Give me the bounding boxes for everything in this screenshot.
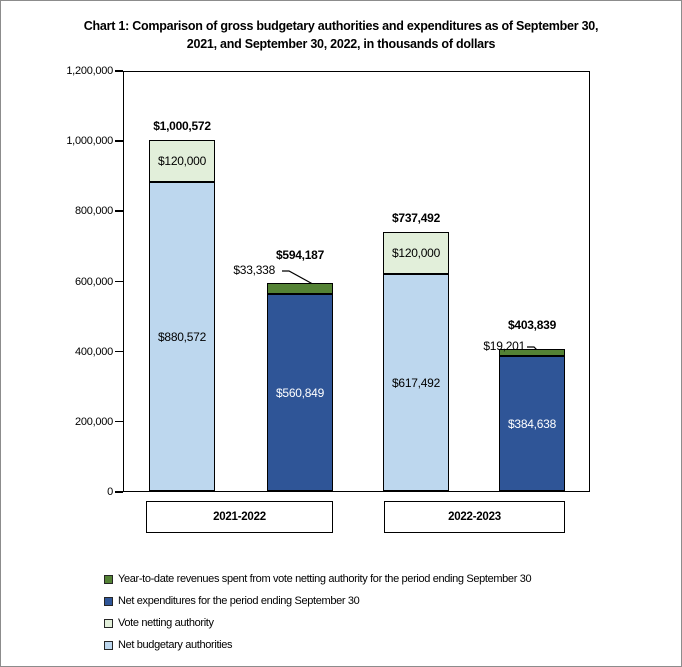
bar-segment-ytd_revenues — [499, 349, 565, 357]
bar-total-label: $403,839 — [507, 318, 557, 333]
bar-segment-net_budgetary_authorities — [149, 182, 215, 491]
legend-item: Vote netting authority — [104, 612, 674, 634]
bar-total-label: $1,000,572 — [153, 118, 211, 133]
bar-segment-label: $880,572 — [157, 329, 207, 344]
bar-segment-vote_netting_authority — [149, 139, 215, 183]
bar-segment-net_expenditures — [267, 294, 333, 491]
y-axis-tick — [115, 350, 123, 353]
y-axis-tick — [115, 280, 123, 282]
legend-item: Net budgetary authorities — [104, 634, 674, 656]
legend-swatch-vote_netting_authority — [104, 618, 113, 628]
callout-label: $33,338 — [233, 263, 275, 277]
bar-total-label: $594,187 — [275, 247, 325, 262]
y-axis-tick — [115, 491, 123, 493]
y-axis-label: 0 — [107, 486, 113, 498]
bar-segment-label: $120,000 — [391, 246, 441, 261]
legend-label: Net budgetary authorities — [118, 639, 233, 651]
bar-segment-net_expenditures — [499, 356, 565, 491]
y-axis-label: 600,000 — [74, 275, 113, 288]
bar-segment-label: $560,849 — [275, 385, 325, 400]
y-axis-label: 1,200,000 — [66, 65, 113, 77]
bar-total-label: $737,492 — [391, 211, 441, 226]
chart-title: Chart 1: Comparison of gross budgetary a… — [1, 17, 681, 53]
y-axis-tick — [115, 140, 123, 142]
bar-segment-vote_netting_authority — [383, 232, 449, 275]
y-axis-label: 200,000 — [74, 415, 113, 428]
bar-segment-label: $120,000 — [157, 154, 207, 169]
legend-item: Year-to-date revenues spent from vote ne… — [104, 568, 674, 590]
y-axis-tick — [115, 420, 123, 423]
legend-label: Vote netting authority — [118, 617, 214, 629]
y-axis-tick — [115, 210, 123, 212]
chart-title-line-1: Chart 1: Comparison of gross budgetary a… — [83, 19, 599, 33]
callout-label: $19,201 — [483, 339, 525, 353]
x-category-box: 2021-2022 — [146, 501, 333, 533]
y-axis-label: 1,000,000 — [66, 135, 113, 148]
legend-label: Net expenditures for the period ending S… — [118, 595, 360, 607]
bar-segment-label: $384,638 — [507, 416, 557, 431]
y-axis-tick — [115, 70, 123, 72]
bar-segment-label: $617,492 — [391, 375, 441, 390]
legend-swatch-net_expenditures — [104, 596, 113, 606]
plot-area: $880,572 $120,000 $1,000,572 $560,849 $33,33… — [123, 71, 590, 492]
chart-title-line-2: 2021, and September 30, 2022, in thousan… — [186, 37, 496, 52]
bar-segment-ytd_revenues — [267, 282, 333, 295]
legend-swatch-ytd_revenues — [104, 574, 113, 584]
x-category-box: 2022-2023 — [384, 501, 565, 533]
y-axis-label: 400,000 — [74, 345, 113, 358]
legend-swatch-net_budgetary_authorities — [104, 640, 113, 650]
bar-segment-net_budgetary_authorities — [383, 274, 449, 491]
legend-item: Net expenditures for the period ending S… — [104, 590, 674, 612]
legend: Year-to-date revenues spent from vote ne… — [104, 568, 674, 656]
legend-label: Year-to-date revenues spent from vote ne… — [118, 573, 532, 585]
y-axis-label: 800,000 — [74, 205, 113, 218]
